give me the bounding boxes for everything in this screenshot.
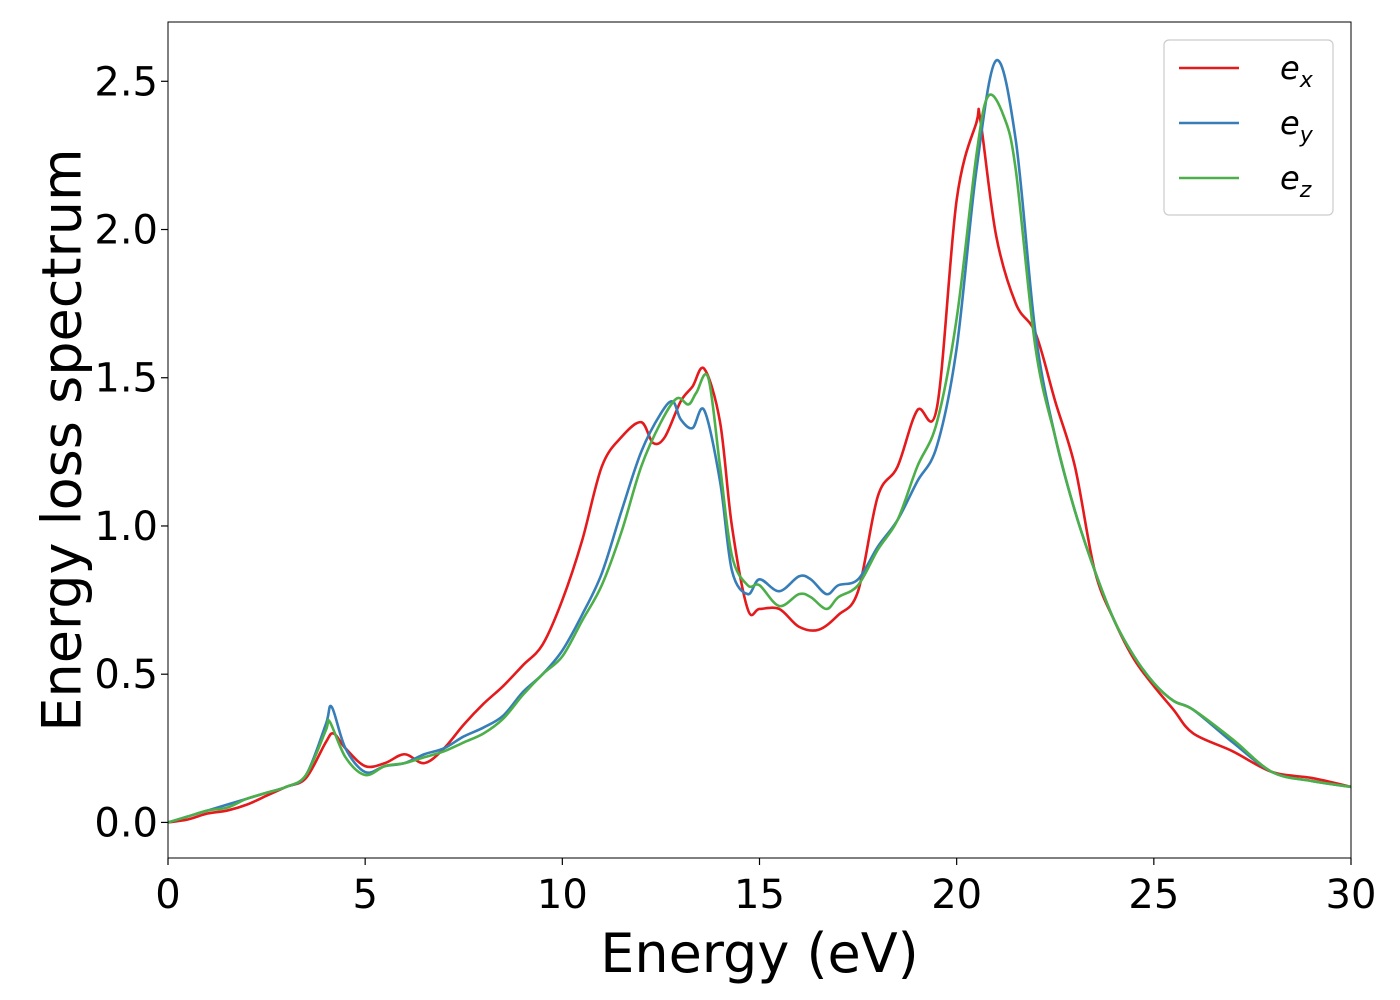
y-axis: 0.0 0.5 1.0 1.5 2.0 2.5 bbox=[94, 59, 168, 846]
x-tick-label: 25 bbox=[1128, 872, 1179, 918]
legend-item-y: ey bbox=[1179, 104, 1314, 148]
x-tick-label: 5 bbox=[352, 872, 377, 918]
x-tick-label: 15 bbox=[734, 872, 785, 918]
legend: ex ey ez bbox=[1163, 39, 1334, 216]
y-tick-label: 2.0 bbox=[94, 208, 158, 254]
y-tick-label: 2.5 bbox=[94, 59, 158, 105]
x-axis-title: Energy (eV) bbox=[600, 922, 919, 985]
series-line-x bbox=[168, 107, 1351, 824]
y-tick-label: 1.0 bbox=[94, 504, 158, 550]
legend-box bbox=[1163, 39, 1334, 216]
y-tick-label: 1.5 bbox=[94, 356, 158, 402]
y-tick-label: 0.0 bbox=[94, 800, 158, 846]
series-line-z bbox=[168, 93, 1351, 824]
legend-item-z: ez bbox=[1179, 159, 1312, 203]
y-axis-title: Energy loss spectrum bbox=[31, 148, 94, 731]
plot-lines bbox=[168, 59, 1351, 824]
x-tick-label: 20 bbox=[931, 872, 982, 918]
y-tick-label: 0.5 bbox=[94, 652, 158, 698]
x-tick-label: 10 bbox=[537, 872, 588, 918]
x-tick-label: 30 bbox=[1326, 872, 1377, 918]
legend-label: ey bbox=[1280, 104, 1314, 148]
legend-item-x: ex bbox=[1179, 49, 1314, 93]
legend-label: ex bbox=[1280, 49, 1314, 93]
x-tick-label: 0 bbox=[155, 872, 180, 918]
legend-label: ez bbox=[1280, 159, 1312, 203]
x-axis: 0 5 10 15 20 25 30 bbox=[155, 858, 1376, 918]
